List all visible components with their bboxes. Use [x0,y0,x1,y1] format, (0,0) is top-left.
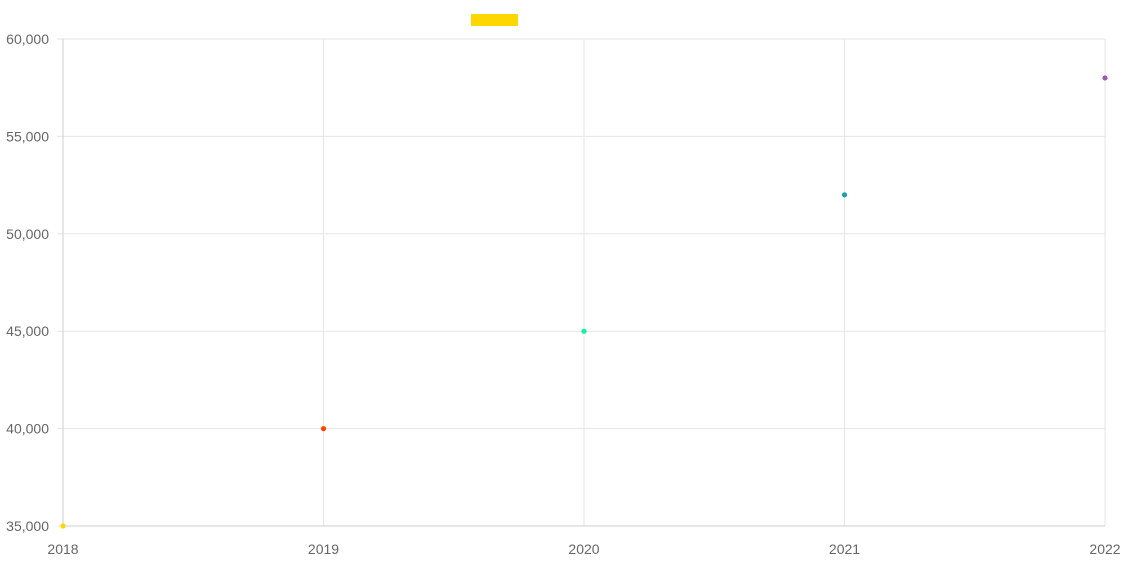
data-point-2018[interactable] [60,523,66,529]
legend[interactable] [471,14,518,26]
data-point-2020[interactable] [581,328,587,334]
axes [62,39,1105,527]
y-tick-label: 35,000 [6,518,49,534]
y-tick-label: 60,000 [6,31,49,47]
x-tick-label: 2022 [1089,541,1120,557]
grid-lines [57,38,1106,527]
data-point-2021[interactable] [841,192,848,198]
tick-labels: 35,000 40,000 45,000 50,000 55,000 60,000 2018… [6,31,1121,557]
data-point-2022[interactable] [1102,75,1108,81]
y-tick-label: 50,000 [6,226,49,242]
y-tick-label: 55,000 [6,128,49,144]
y-tick-label: 40,000 [6,421,49,437]
y-tick-label: 45,000 [6,323,49,339]
data-point-2019[interactable] [320,426,327,432]
legend-swatch[interactable] [471,14,518,26]
x-tick-label: 2018 [47,541,78,557]
x-tick-label: 2021 [829,541,860,557]
data-points [60,75,1108,529]
x-tick-label: 2020 [568,541,599,557]
x-tick-label: 2019 [308,541,339,557]
